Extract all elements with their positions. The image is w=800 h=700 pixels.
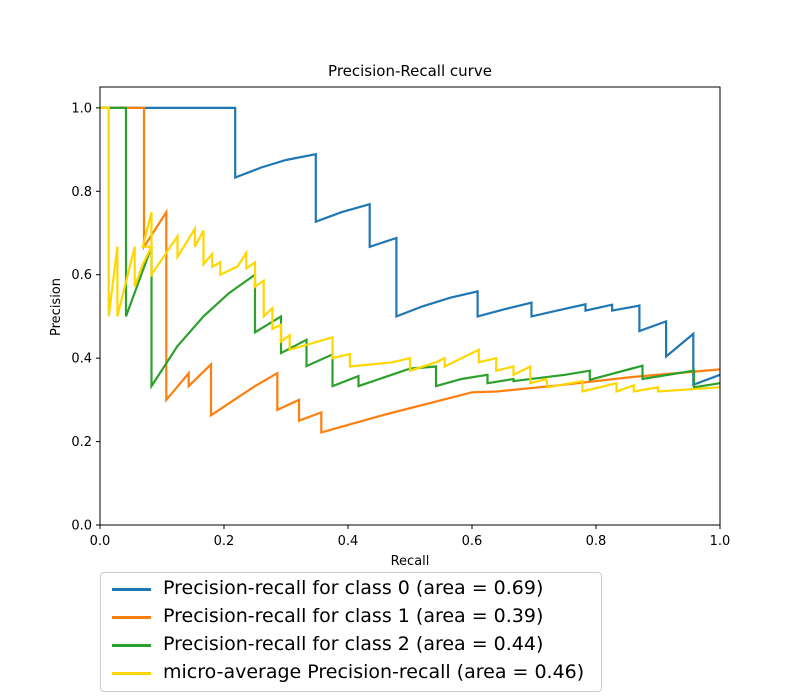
x-tick-label: 0.2 bbox=[214, 534, 235, 549]
legend-item: micro-average Precision-recall (area = 0… bbox=[101, 659, 601, 687]
y-tick-label: 0.0 bbox=[71, 519, 92, 534]
y-tick-label: 0.8 bbox=[71, 185, 92, 200]
legend-label: Precision-recall for class 2 (area = 0.4… bbox=[163, 633, 544, 655]
legend-item: Precision-recall for class 1 (area = 0.3… bbox=[101, 603, 601, 631]
legend-item: Precision-recall for class 0 (area = 0.6… bbox=[101, 575, 601, 603]
y-tick-label: 1.0 bbox=[71, 101, 92, 116]
axes: 0.0 0.2 0.4 0.6 0.8 1.0 0.0 0.2 0.4 0.6 0.8 1.0 bbox=[71, 86, 731, 549]
y-tick-label: 0.4 bbox=[71, 352, 92, 367]
plot-area bbox=[100, 106, 721, 434]
legend-label: Precision-recall for class 1 (area = 0.3… bbox=[163, 605, 544, 627]
series-line-3 bbox=[100, 106, 721, 394]
x-tick-label: 0.0 bbox=[90, 534, 111, 549]
series-line-0 bbox=[100, 106, 721, 387]
legend-label: Precision-recall for class 0 (area = 0.6… bbox=[163, 577, 544, 599]
y-axis-label: Precision bbox=[49, 278, 64, 336]
x-tick-label: 0.8 bbox=[586, 534, 607, 549]
x-tick-label: 0.6 bbox=[462, 534, 483, 549]
legend-swatch bbox=[112, 588, 151, 591]
x-tick-label: 1.0 bbox=[710, 534, 731, 549]
plot-frame bbox=[99, 86, 721, 526]
legend: Precision-recall for class 0 (area = 0.6… bbox=[100, 572, 602, 692]
x-tick-label: 0.4 bbox=[338, 534, 359, 549]
series-line-1 bbox=[100, 106, 721, 434]
y-tick-label: 0.6 bbox=[71, 268, 92, 283]
legend-swatch bbox=[112, 616, 151, 619]
legend-label: micro-average Precision-recall (area = 0… bbox=[163, 661, 585, 683]
legend-item: Precision-recall for class 2 (area = 0.4… bbox=[101, 631, 601, 659]
legend-swatch bbox=[112, 672, 151, 675]
legend-swatch bbox=[112, 644, 151, 647]
y-tick-label: 0.2 bbox=[71, 435, 92, 450]
x-axis-label: Recall bbox=[391, 554, 430, 569]
series-line-2 bbox=[100, 106, 721, 390]
chart-title: Precision-Recall curve bbox=[328, 62, 492, 80]
